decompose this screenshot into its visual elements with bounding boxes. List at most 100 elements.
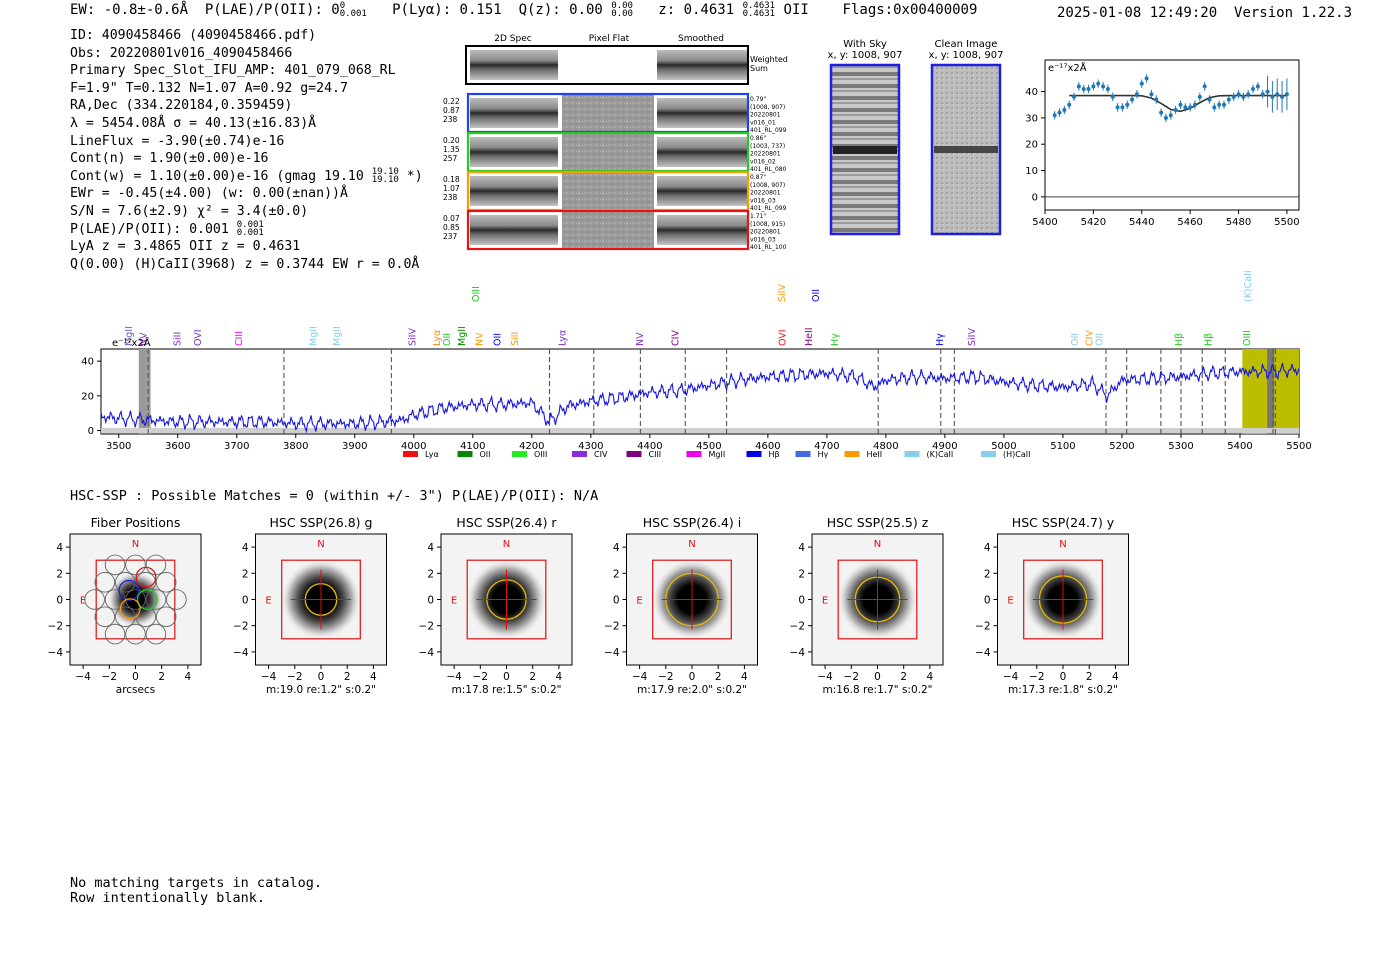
hsc-xtick-label-2-4: 4 [556, 671, 563, 683]
spectrum-xtick-label-4000: 4000 [401, 441, 426, 452]
hsc-ytick-label-5--2: −2 [975, 621, 990, 633]
zoom-xtick-label-5400: 5400 [1032, 217, 1057, 228]
col-2d-spec: 2D Spec [494, 34, 531, 44]
z-line: OII [783, 2, 809, 18]
zoom-xtick-label-5460: 5460 [1177, 217, 1202, 228]
zoom-point-41 [1251, 86, 1256, 91]
info-radec: RA,Dec (334.220184,0.359459) [70, 98, 293, 114]
line-label-22: OII [1070, 333, 1081, 346]
legend-label-9: (K)CaII [927, 450, 954, 459]
hsc-east-3: E [636, 596, 642, 607]
zoom-point-33 [1212, 105, 1217, 110]
legend-label-4: CIII [649, 450, 662, 459]
cutout-right-1-1: (1003, 737) [750, 143, 785, 150]
line-label-17: OVI [777, 329, 788, 346]
hsc-xtick-label-1-2: 2 [344, 671, 351, 683]
hsc-title-1: HSC SSP(26.8) g [270, 515, 373, 530]
hsc-ytick-label-3-4: 4 [613, 542, 620, 554]
hsc-ytick-label-3-2: 2 [613, 568, 620, 580]
hsc-xtick-label-5-2: 2 [1086, 671, 1093, 683]
fiber-18 [166, 589, 187, 610]
hsc-cutouts: Fiber Positions N E −4 −4 −2 −2 0 0 2 2 4 4 arcsecs HS… [48, 515, 1129, 696]
info-obs: Obs: 20220801v016_4090458466 [70, 45, 293, 61]
cutout-left-1-0: 0.20 [443, 136, 460, 145]
hsc-east-0: E [80, 596, 86, 607]
hsc-ytick-label-1--2: −2 [233, 621, 248, 633]
footer-line2: Row intentionally blank. [70, 890, 266, 906]
sky-panels: With Sky x, y: 1008, 907 Clean Image x, … [828, 39, 1003, 236]
zoom-marks [1052, 74, 1289, 123]
hsc-ytick-label-2-2: 2 [427, 568, 434, 580]
col-smoothed: Smoothed [678, 34, 724, 44]
zoom-point-17 [1134, 92, 1139, 97]
hsc-xtick-label-0--4: −4 [75, 671, 91, 683]
spectrum-xtick-label-3900: 3900 [342, 441, 367, 452]
zoom-unit-label: e⁻¹⁷x2Å [1048, 61, 1087, 74]
hsc-xtick-label-0-2: 2 [158, 671, 165, 683]
hsc-ytick-label-5-4: 4 [984, 542, 991, 554]
spectrum-axes: 3500 3600 3700 3800 3900 4000 4100 4200 4300 4400… [81, 357, 1311, 452]
info-lya: LyA z = 3.4865 OII z = 0.4631 [70, 239, 301, 255]
hsc-east-4: E [822, 596, 828, 607]
clean-title: Clean Image [935, 39, 998, 50]
cutout-2d-2 [470, 176, 558, 206]
hsc-xtick-label-2-2: 2 [529, 671, 536, 683]
cutout-right-2-4: 401_RL_099 [750, 205, 787, 212]
cutout-right-2-0: 0.87" [750, 174, 766, 181]
zoom-point-28 [1188, 105, 1193, 110]
cutout-left-3-0: 0.07 [443, 214, 460, 223]
zoom-point-34 [1217, 102, 1222, 107]
cutout-left-2-2: 238 [443, 193, 458, 202]
hsc-xtick-label-4-0: 0 [874, 671, 881, 683]
line-label-23: CIV [1084, 330, 1095, 346]
legend-swatch-2 [512, 451, 527, 457]
line-label-4: CIII [234, 331, 245, 346]
zoom-point-42 [1255, 84, 1260, 89]
hsc-ytick-label-2--2: −2 [419, 621, 434, 633]
cutout-right-2-1: (1008, 907) [750, 182, 785, 189]
info-sn: S/N = 7.6(±2.9) χ² = 3.4(±0.0) [70, 203, 309, 219]
cutout-flat-0 [562, 94, 654, 132]
fiber-highlight-0 [118, 579, 140, 601]
fiber-3 [145, 589, 167, 610]
hsc-north-4: N [874, 539, 881, 550]
spectrum-xtick-label-5100: 5100 [1050, 441, 1075, 452]
hsc-ytick-label-5-2: 2 [984, 568, 991, 580]
zoom-point-38 [1236, 92, 1241, 97]
cutout-right-0-3: v016_01 [750, 119, 776, 126]
spectrum-masked-band-2 [1267, 349, 1275, 434]
legend-label-7: Hγ [818, 450, 829, 459]
upper-line-label-2: OII [811, 289, 822, 302]
hsc-ytick-label-5--4: −4 [975, 647, 991, 659]
line-label-2: SiII [173, 332, 184, 346]
cutout-right-1-2: 20220801 [750, 151, 781, 158]
line-label-9: OII [442, 333, 453, 346]
zoom-point-36 [1226, 97, 1231, 102]
spectrum-zero-band [101, 427, 1299, 434]
line-label-26: Hβ [1204, 333, 1215, 346]
spectrum-xtick-label-4500: 4500 [696, 441, 721, 452]
legend-swatch-10 [981, 451, 996, 457]
plya-value: P(Lyα): 0.151 [392, 2, 502, 18]
ew-value: EW: -0.8±-0.6Å [70, 2, 189, 18]
catalog-notes: No matching targets in catalog. Row inte… [70, 876, 322, 906]
legend-label-10: (H)CaII [1003, 450, 1030, 459]
fiber-10 [155, 606, 177, 628]
hsc-box-2 [466, 559, 547, 640]
cutout-flat-2 [562, 172, 654, 210]
clean-trace [934, 146, 998, 153]
zoom-point-11 [1105, 86, 1110, 91]
zoom-point-48 [1284, 92, 1289, 97]
zoom-point-26 [1178, 102, 1183, 107]
fiber-17 [84, 589, 105, 610]
zoom-point-9 [1096, 81, 1101, 86]
upper-line-label-0: OIII [471, 286, 482, 302]
hsc-xtick-label-4--4: −4 [817, 671, 833, 683]
legend-label-3: CIV [594, 450, 608, 459]
hsc-ytick-label-1-2: 2 [242, 568, 249, 580]
cutout-right-3-3: v016_03 [750, 236, 776, 243]
cutout-frame-3 [466, 209, 750, 251]
hsc-xtick-label-0--2: −2 [102, 671, 117, 683]
cutout-right-3-4: 401_RL_100 [750, 244, 787, 251]
fiber-highlight-1 [135, 566, 157, 588]
